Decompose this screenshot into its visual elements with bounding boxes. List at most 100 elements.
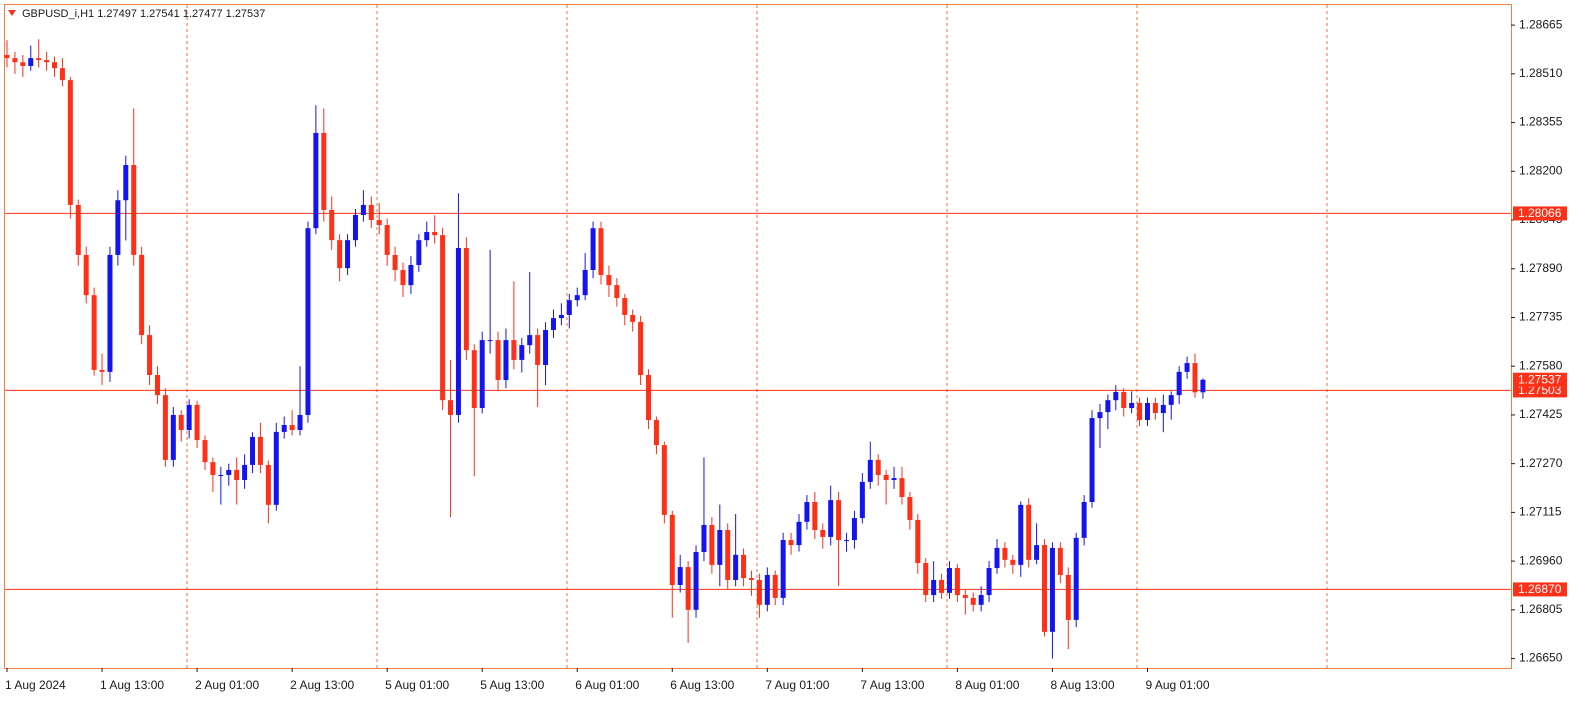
candle-body (867, 459, 873, 482)
candle-body (455, 248, 461, 415)
y-tick-label: 1.27115 (1519, 505, 1562, 519)
x-tick-label: 7 Aug 01:00 (765, 678, 829, 692)
y-tick-label: 1.28665 (1519, 17, 1563, 31)
candle-body (107, 254, 113, 372)
candle-body (653, 419, 659, 446)
candle-body (471, 350, 477, 409)
candle-body (1137, 402, 1143, 420)
candle-body (384, 225, 390, 255)
candle-body (99, 369, 105, 372)
candle-body (329, 209, 335, 241)
x-tick-label: 8 Aug 01:00 (955, 678, 1019, 692)
candle-body (519, 345, 525, 360)
candle-body (748, 578, 754, 580)
candle-body (210, 462, 216, 475)
candle-body (147, 335, 153, 376)
x-tick-label: 2 Aug 13:00 (290, 678, 354, 692)
candle-body (527, 335, 533, 346)
candle-body (250, 436, 256, 465)
candle-body (828, 500, 834, 537)
plot-frame (4, 4, 1512, 669)
candle-body (820, 529, 826, 537)
candle-body (685, 567, 691, 610)
y-tick-label: 1.28200 (1519, 163, 1563, 177)
candle-body (91, 295, 97, 370)
candle-body (202, 440, 208, 463)
candle-body (424, 231, 430, 241)
candle-body (796, 521, 802, 546)
candle-body (44, 60, 50, 63)
candle-body (1026, 504, 1032, 560)
candle-body (931, 579, 937, 596)
candle-body (804, 502, 810, 522)
x-tick-label: 7 Aug 13:00 (860, 678, 924, 692)
x-tick-label: 2 Aug 01:00 (195, 678, 259, 692)
candle-body (875, 459, 881, 475)
x-tick-label: 1 Aug 13:00 (100, 678, 164, 692)
candle-body (1121, 391, 1127, 409)
candle-body (281, 424, 287, 432)
candle-body (392, 254, 398, 271)
candle-body (622, 297, 628, 315)
candle-body (194, 404, 200, 441)
candle-body (186, 404, 192, 431)
h-line-box (1513, 383, 1567, 398)
candle-body (756, 579, 762, 605)
candle-body (891, 478, 897, 481)
candle-body (725, 529, 731, 580)
y-tick-label: 1.26960 (1519, 553, 1563, 567)
x-tick-label: 9 Aug 01:00 (1145, 678, 1209, 692)
candle-body (495, 340, 501, 381)
x-tick-label: 1 Aug 2024 (5, 678, 66, 692)
candle-body (1152, 402, 1158, 414)
candle-body (1129, 402, 1135, 409)
candle-body (677, 567, 683, 586)
candle-body (646, 375, 652, 420)
candle-body (408, 264, 414, 286)
candle-body (337, 240, 343, 269)
y-tick-label: 1.27735 (1519, 310, 1563, 324)
candle-body (257, 436, 263, 465)
candle-body (535, 335, 541, 365)
candle-body (994, 547, 1000, 569)
candle-body (741, 554, 747, 579)
y-tick-label: 1.27580 (1519, 358, 1563, 372)
candle-body (630, 314, 636, 322)
x-tick-label: 6 Aug 13:00 (670, 678, 734, 692)
candle-body (139, 254, 145, 336)
candle-body (305, 228, 311, 415)
y-tick-label: 1.26650 (1519, 651, 1563, 665)
candle-body (123, 165, 129, 201)
candle-body (709, 524, 715, 565)
candle-body (416, 240, 422, 265)
candle-body (75, 204, 81, 255)
candle-body (899, 478, 905, 497)
candle-body (923, 563, 929, 596)
y-tick-label: 1.27890 (1519, 261, 1563, 275)
candle-body (1089, 418, 1095, 503)
h-line-label: 1.28066 (1518, 206, 1562, 220)
candle-body (772, 574, 778, 598)
candle-body (265, 464, 271, 505)
candle-body (764, 574, 770, 605)
candle-body (226, 469, 232, 475)
candle-body (1176, 371, 1182, 396)
candle-body (487, 340, 493, 342)
candle-body (162, 395, 168, 460)
candle-body (693, 551, 699, 610)
candle-body (131, 165, 137, 255)
candle-body (115, 200, 121, 255)
y-tick-label: 1.28510 (1519, 66, 1563, 80)
candle-body (558, 314, 564, 319)
candle-body (1113, 391, 1119, 401)
candle-body (978, 595, 984, 605)
candle-body (812, 502, 818, 530)
candle-body (511, 340, 517, 360)
candle-body (52, 62, 58, 69)
candle-body (859, 481, 865, 519)
candle-body (1200, 379, 1206, 393)
candle-body (717, 529, 723, 565)
candle-body (345, 240, 351, 269)
candle-body (448, 400, 454, 415)
